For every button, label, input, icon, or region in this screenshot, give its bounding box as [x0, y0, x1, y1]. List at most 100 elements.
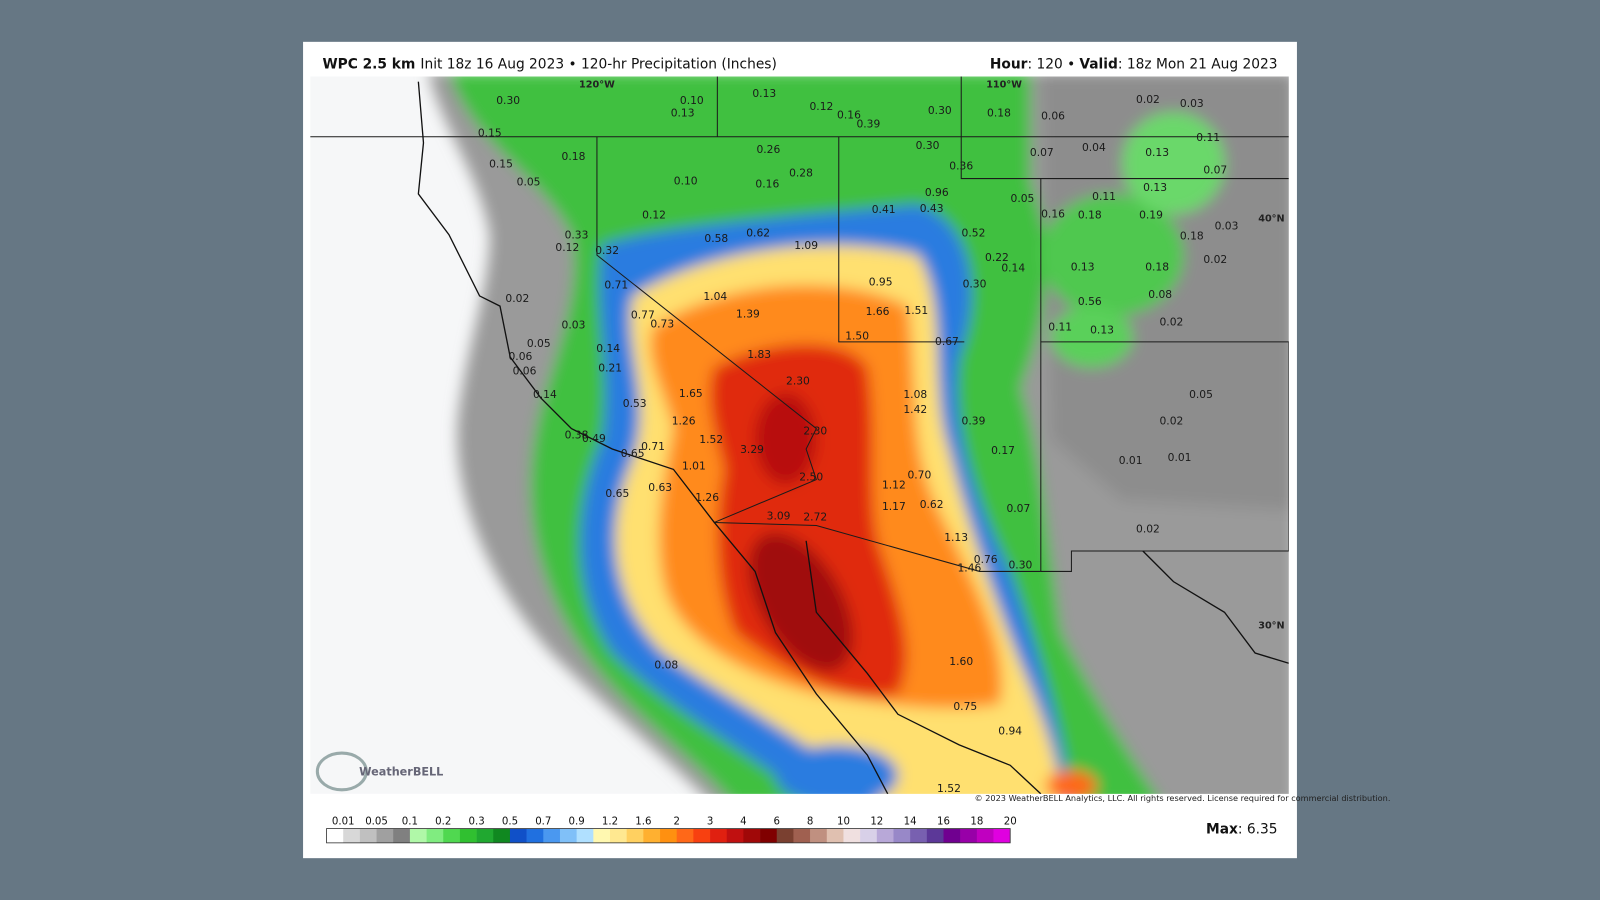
value-label: 1.52	[699, 433, 723, 446]
borders	[310, 76, 1289, 794]
colorbar-segment	[860, 828, 878, 843]
value-label: 0.05	[1011, 192, 1035, 205]
value-label: 1.04	[703, 290, 727, 303]
border-wy	[960, 76, 1289, 180]
value-label: 0.07	[1203, 163, 1227, 176]
colorbar-segment	[910, 828, 928, 843]
value-label: 0.02	[1136, 523, 1160, 536]
hour-label: Hour	[990, 56, 1028, 72]
value-label: 0.12	[810, 100, 834, 113]
value-label: 0.96	[925, 186, 949, 199]
value-label: 1.26	[672, 414, 696, 427]
value-label: 2.30	[786, 375, 810, 388]
colorbar-segment	[693, 828, 711, 843]
value-label: 0.17	[991, 444, 1015, 457]
legend: 0.01 0.05 0.1 0.2 0.3 0.5 0.7 0.9 1.2 1.6 2 3 4 6 8 10 1…	[326, 816, 1017, 844]
value-label: 0.94	[998, 725, 1022, 738]
map: 120°W 110°W40°N30°N0.30 0.100.130.130.120.…	[310, 76, 1289, 794]
value-label: 0.62	[920, 498, 944, 511]
value-label: 0.43	[920, 202, 944, 215]
value-label: 0.39	[962, 414, 986, 427]
value-label: 0.10	[674, 175, 698, 188]
colorbar-segment	[976, 828, 994, 843]
value-label: 0.02	[1160, 315, 1184, 328]
colorbar-segment	[810, 828, 828, 843]
colorbar-segment	[960, 828, 978, 843]
copyright: © 2023 WeatherBELL Analytics, LLC. All r…	[974, 793, 1390, 803]
colorbar-segment	[743, 828, 761, 843]
value-label: 1.12	[882, 479, 906, 492]
colorbar-segment	[476, 828, 494, 843]
colorbar-segment	[543, 828, 561, 843]
logo-text: WeatherBELL	[359, 766, 443, 779]
colorbar-tick-label: 18	[970, 816, 983, 827]
value-label: 0.63	[648, 481, 672, 494]
header-left: WPC 2.5 km Init 18z 16 Aug 2023 • 120-hr …	[322, 56, 776, 72]
value-label: 0.18	[1145, 260, 1169, 273]
value-label: 0.30	[928, 104, 952, 117]
colorbar-segment	[509, 828, 527, 843]
value-label: 1.17	[882, 500, 906, 513]
colorbar-frame	[326, 828, 1011, 844]
value-label: 0.18	[562, 150, 586, 163]
value-label: 0.62	[746, 227, 770, 240]
colorbar-tick-label: 1.2	[602, 816, 618, 827]
colorbar-segment	[993, 828, 1011, 843]
value-label: 0.10	[680, 94, 704, 107]
colorbar-tick-label: 12	[870, 816, 883, 827]
colorbar-segment	[559, 828, 577, 843]
value-label: 0.08	[654, 658, 678, 671]
colorbar-segment	[643, 828, 661, 843]
colorbar-tick-label: 0.1	[402, 816, 418, 827]
border-ca	[596, 136, 817, 523]
value-label: 0.11	[1196, 131, 1220, 144]
coastline	[417, 81, 889, 794]
value-label: 0.05	[1189, 388, 1213, 401]
colorbar-segment	[660, 828, 678, 843]
value-label: 0.16	[837, 108, 861, 121]
value-label: 0.01	[1119, 454, 1143, 467]
field-darkred	[748, 532, 854, 672]
colorbar-segment	[926, 828, 944, 843]
value-label: 1.01	[682, 459, 706, 472]
colorbar-segment	[393, 828, 411, 843]
value-label: 0.16	[1041, 207, 1065, 220]
colorbar-tick-label: 2	[673, 816, 679, 827]
value-label: 0.13	[1071, 260, 1095, 273]
colorbar-segment	[776, 828, 794, 843]
colorbar-segment	[409, 828, 427, 843]
value-label: 0.30	[963, 278, 987, 291]
value-label: 1.09	[794, 239, 818, 252]
value-label: 0.71	[604, 279, 628, 292]
header-right: Hour: 120 • Valid: 18z Mon 21 Aug 2023	[990, 56, 1278, 72]
colorbar-tick-label: 0.5	[502, 816, 518, 827]
value-label: 0.18	[1078, 208, 1102, 221]
value-label: 0.41	[872, 203, 896, 216]
colorbar-segment	[493, 828, 511, 843]
value-label: 0.02	[505, 292, 529, 305]
colorbar-segment	[459, 828, 477, 843]
value-label: 0.07	[1006, 502, 1030, 515]
value-label: 0.21	[598, 361, 622, 374]
value-label: 0.95	[869, 276, 893, 289]
value-label: 0.77	[631, 308, 655, 321]
colorbar-tick-label: 8	[807, 816, 813, 827]
colorbar-segment	[760, 828, 778, 843]
value-label: 1.83	[747, 348, 771, 361]
value-label: 0.53	[623, 397, 647, 410]
colorbar-segment	[610, 828, 627, 843]
value-label: 0.11	[1048, 321, 1072, 334]
value-label: 0.06	[508, 350, 532, 363]
value-label: 1.26	[695, 491, 719, 504]
max: Max: 6.35	[1206, 822, 1278, 838]
colorbar-segment	[443, 828, 461, 843]
value-label: 0.15	[478, 127, 502, 140]
colorbar-segment	[526, 828, 544, 843]
colorbar-segment	[626, 828, 644, 843]
gulf-coast	[805, 540, 1042, 794]
colorbar-segment	[326, 828, 344, 843]
value-label: 0.13	[1143, 181, 1167, 194]
value-label: 1.66	[866, 305, 890, 318]
value-label: 0.06	[513, 364, 537, 377]
value-label: 0.36	[949, 159, 973, 172]
